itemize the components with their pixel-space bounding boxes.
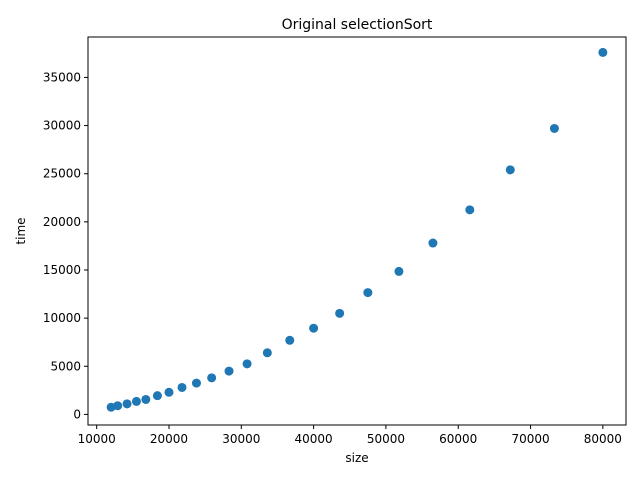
x-tick-label: 70000 bbox=[511, 432, 549, 446]
y-axis-title: time bbox=[14, 217, 28, 244]
axes-frame bbox=[87, 36, 627, 426]
y-tick-label: 0 bbox=[73, 407, 81, 421]
x-tick-label: 60000 bbox=[439, 432, 477, 446]
data-point bbox=[224, 366, 234, 376]
x-axis: 10000 20000 30000 40000 50000 60000 70000 80000 bbox=[78, 425, 622, 446]
data-point bbox=[428, 238, 438, 248]
data-point bbox=[505, 165, 515, 175]
data-point bbox=[207, 373, 217, 383]
y-tick-label: 5000 bbox=[50, 359, 81, 373]
data-point bbox=[363, 288, 373, 298]
x-tick-label: 80000 bbox=[584, 432, 622, 446]
data-point bbox=[152, 391, 162, 401]
data-point bbox=[465, 205, 475, 215]
y-tick-label: 35000 bbox=[43, 70, 81, 84]
x-tick-label: 50000 bbox=[367, 432, 405, 446]
data-point bbox=[122, 399, 132, 409]
x-tick-label: 10000 bbox=[78, 432, 116, 446]
data-point bbox=[309, 323, 319, 333]
y-axis: 0 5000 10000 15000 20000 25000 30000 35000 bbox=[43, 70, 88, 421]
data-point bbox=[285, 335, 295, 345]
data-point bbox=[598, 47, 608, 57]
chart-title: Original selectionSort bbox=[282, 17, 433, 33]
data-point bbox=[262, 348, 272, 358]
y-tick-label: 25000 bbox=[43, 167, 81, 181]
y-tick-label: 20000 bbox=[43, 215, 81, 229]
x-tick-label: 30000 bbox=[222, 432, 260, 446]
data-point bbox=[131, 396, 141, 406]
y-tick-label: 10000 bbox=[43, 311, 81, 325]
data-point bbox=[141, 394, 151, 404]
plot-area bbox=[106, 47, 608, 412]
x-tick-label: 20000 bbox=[150, 432, 188, 446]
data-point bbox=[242, 359, 252, 369]
y-tick-label: 15000 bbox=[43, 263, 81, 277]
data-point bbox=[164, 387, 174, 397]
data-point bbox=[177, 382, 187, 392]
data-point bbox=[191, 378, 201, 388]
x-tick-label: 40000 bbox=[295, 432, 333, 446]
data-point bbox=[335, 308, 345, 318]
data-point bbox=[394, 266, 404, 276]
data-point bbox=[549, 123, 559, 133]
y-tick-label: 30000 bbox=[43, 119, 81, 133]
data-point bbox=[113, 401, 123, 411]
x-axis-title: size bbox=[345, 451, 368, 465]
